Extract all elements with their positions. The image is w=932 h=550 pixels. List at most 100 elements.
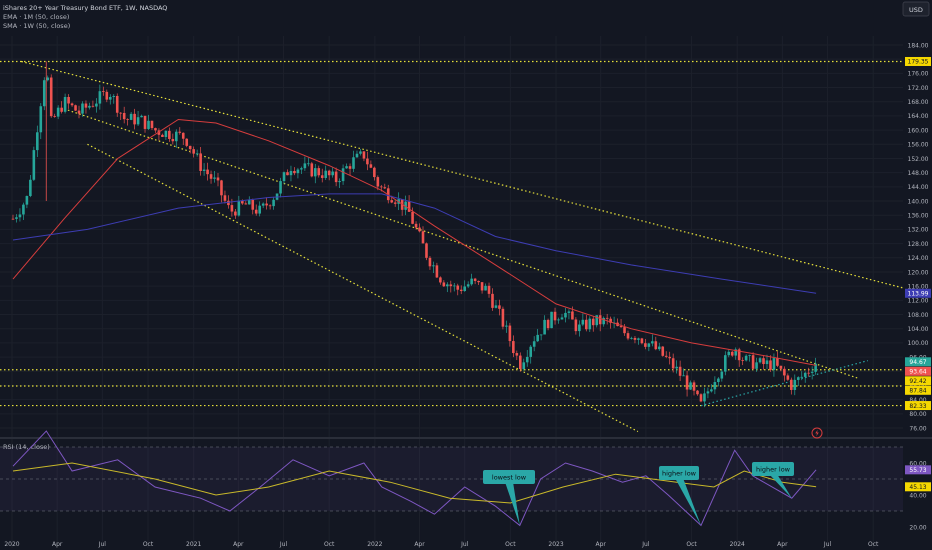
candle-body: [70, 103, 74, 106]
price-tick-label: 152.00: [908, 156, 929, 163]
trendline: [87, 143, 639, 433]
candle-body: [699, 394, 703, 402]
candle-body: [22, 204, 25, 215]
price-badge-label: 94.67: [909, 359, 926, 366]
candle-body: [393, 202, 397, 204]
price-badge-label: 92.42: [909, 378, 926, 385]
candle-body: [42, 80, 46, 107]
sma-legend[interactable]: SMA · 1W (50, close): [3, 22, 70, 30]
price-badge: [905, 288, 931, 298]
candle-body: [543, 319, 546, 335]
candle-body: [362, 151, 366, 159]
candle-body: [98, 91, 102, 104]
chart-title[interactable]: iShares 20+ Year Treasury Bond ETF, 1W, …: [3, 4, 167, 12]
candle-body: [286, 172, 289, 176]
candle-body: [793, 379, 797, 390]
price-tick-label: 140.00: [908, 198, 929, 205]
time-tick-label: Jul: [460, 541, 469, 548]
candle-body: [373, 167, 376, 178]
sma-line: [12, 193, 817, 294]
candle-body: [154, 128, 157, 131]
candle-body: [251, 199, 255, 210]
rsi-value-badge-label: 55.73: [909, 467, 926, 474]
candle-body: [776, 358, 779, 366]
ema-legend[interactable]: EMA · 1M (50, close): [3, 13, 69, 21]
candle-body: [727, 351, 731, 356]
trendline: [21, 60, 904, 289]
alert-icon[interactable]: [811, 427, 823, 439]
candle-body: [327, 170, 331, 176]
candle-body: [122, 112, 126, 120]
rsi-value-badge: [905, 465, 931, 475]
trendlines: [21, 60, 904, 433]
candle-body: [602, 317, 605, 325]
candle-body: [341, 168, 345, 182]
candle-body: [428, 257, 432, 267]
callout-label: higher low: [662, 470, 697, 478]
callout-label: higher low: [756, 466, 791, 474]
callout-pointer: [769, 474, 792, 499]
candle-body: [769, 360, 772, 370]
candle-body: [300, 168, 303, 170]
time-tick-label: Jul: [641, 541, 650, 548]
candle-body: [446, 284, 449, 287]
candle-body: [11, 218, 15, 220]
candle-body: [369, 164, 373, 168]
candle-body: [129, 113, 133, 120]
time-tick-label: 2020: [4, 541, 19, 548]
candle-body: [668, 356, 672, 359]
candle-body: [209, 174, 213, 179]
candle-body: [598, 315, 602, 325]
candle-body: [95, 103, 98, 107]
candle-body: [452, 285, 456, 287]
candle-body: [685, 375, 689, 390]
candle-body: [175, 131, 178, 142]
candle-body: [168, 130, 171, 139]
candle-body: [81, 103, 84, 114]
candle-body: [181, 132, 185, 139]
candle-body: [518, 355, 522, 370]
time-tick-label: Oct: [143, 541, 154, 548]
candle-body: [456, 285, 460, 290]
time-tick-label: Jul: [98, 541, 107, 548]
callout-label: lowest low: [492, 474, 527, 482]
candle-body: [320, 175, 324, 178]
candle-body: [140, 115, 143, 118]
candle-body: [661, 346, 665, 356]
candle-body: [762, 358, 765, 365]
price-axis[interactable]: 76.0080.0084.0088.0092.0096.00100.00104.…: [905, 42, 931, 531]
candle-body: [60, 107, 63, 112]
currency-button[interactable]: [902, 1, 930, 17]
candle-body: [532, 341, 536, 347]
candle-body: [213, 177, 216, 179]
candle-body: [595, 315, 599, 326]
price-badge: [905, 385, 931, 395]
price-tick-label: 84.00: [909, 397, 926, 404]
callout-bubble: [659, 466, 699, 480]
candle-body: [105, 91, 109, 100]
candle-body: [560, 317, 564, 320]
time-tick-label: Apr: [52, 541, 63, 548]
rsi-tick-label: 20.00: [909, 524, 926, 531]
price-tick-label: 132.00: [908, 227, 929, 234]
price-tick-label: 136.00: [908, 213, 929, 220]
price-badge: [905, 376, 931, 386]
time-axis[interactable]: 2020 Apr Jul Oct 2021 Apr Jul Oct 2022 Apr Jul Oct 2…: [4, 541, 879, 548]
candle-body: [289, 170, 293, 176]
candle-body: [216, 177, 220, 181]
time-tick-label: Jul: [823, 541, 832, 548]
candle-body: [491, 293, 494, 308]
candle-body: [188, 145, 192, 150]
candle-body: [675, 366, 678, 369]
time-tick-label: Apr: [777, 541, 788, 548]
candle-body: [67, 97, 70, 104]
candle-body: [574, 319, 578, 332]
candle-body: [206, 169, 209, 175]
candle-body: [338, 181, 341, 183]
price-badge-label: 82.33: [909, 403, 926, 410]
price-tick-label: 144.00: [908, 184, 929, 191]
candle-body: [682, 375, 685, 377]
currency-label: USD: [909, 6, 923, 14]
rsi-pane: RSI (14, close) lowest low higher low highe…: [0, 430, 903, 527]
